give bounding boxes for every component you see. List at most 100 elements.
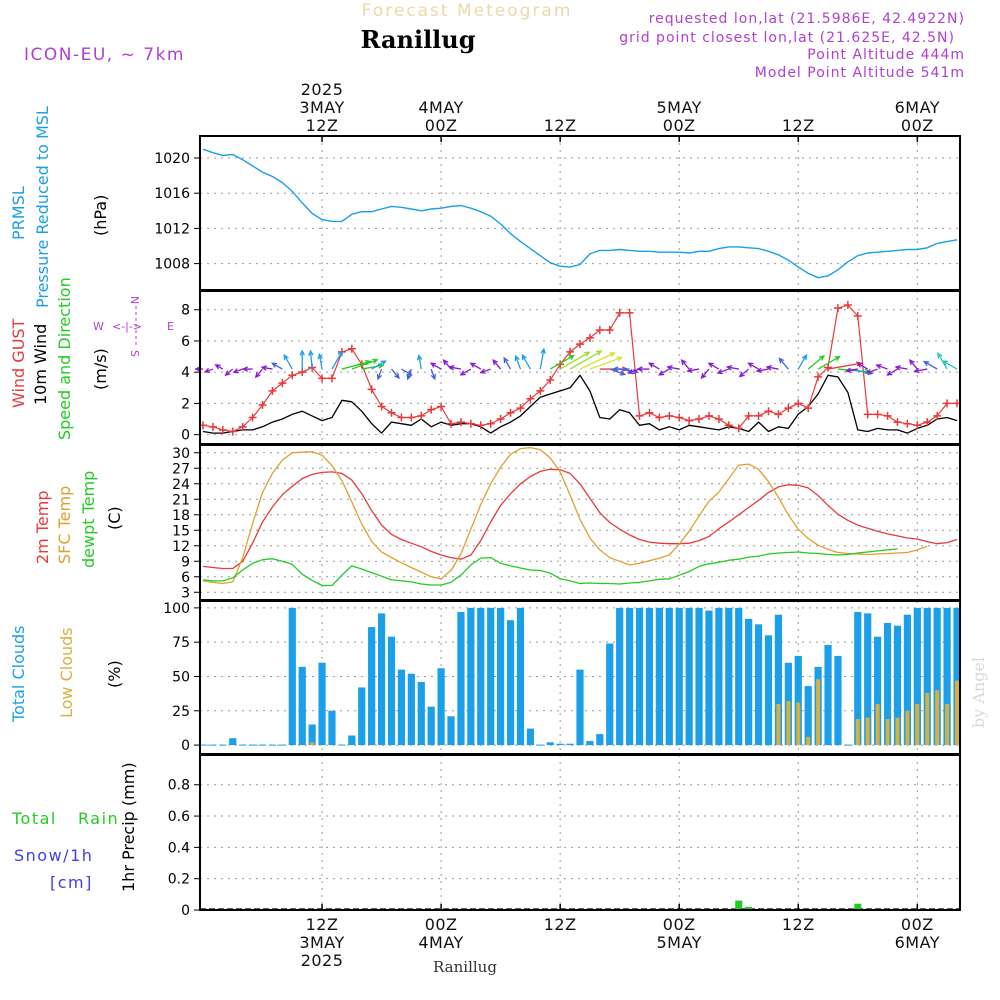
snow-label: Snow/1h: [14, 846, 93, 865]
y-tick-label: 6: [181, 570, 190, 586]
precip-labels: Total Rain Snow/1h [cm] 1hr Precip (mm): [11, 762, 138, 892]
gust-marker: [407, 413, 416, 422]
total-cloud-bar: [437, 668, 445, 746]
gust-marker: [546, 375, 555, 384]
wind-direction-arrow: [241, 366, 253, 372]
total-cloud-bar: [219, 744, 227, 746]
total-cloud-bar: [556, 743, 564, 746]
total-cloud-bar: [239, 744, 247, 746]
low-cloud-bar: [816, 679, 821, 746]
gust-marker: [427, 405, 436, 414]
wind-direction-arrow: [579, 352, 616, 370]
top-date-label: 00Z: [663, 116, 696, 135]
gust-marker: [218, 425, 227, 434]
wind-direction-arrow: [539, 347, 546, 370]
gust-marker: [635, 411, 644, 420]
gust-marker: [516, 404, 525, 413]
bottom-date-label: 4MAY: [418, 933, 463, 952]
total-cloud-bar: [536, 744, 544, 746]
gust-marker: [853, 311, 862, 320]
gust-marker: [318, 374, 327, 383]
y-tick-label: 50: [172, 669, 190, 685]
gust-marker: [655, 413, 664, 422]
gust-marker: [397, 413, 406, 422]
gust-marker: [724, 421, 733, 430]
total-cloud-bar: [199, 744, 207, 746]
wind-direction-arrow: [725, 365, 739, 371]
y-tick-label: 100: [163, 601, 190, 617]
y-tick-label: 30: [172, 446, 190, 462]
rain-label: Rain: [78, 809, 119, 828]
bottom-date-label: 00Z: [663, 915, 696, 934]
wind-direction-arrow: [657, 368, 670, 376]
wind-direction-arrow: [913, 367, 928, 374]
total-cloud-bar: [695, 607, 703, 746]
gust-marker: [774, 410, 783, 419]
low-cloud-bar: [796, 702, 801, 746]
gust-marker: [863, 410, 872, 419]
snow-unit: [cm]: [50, 873, 93, 892]
wind-direction-arrow: [738, 368, 750, 378]
wind-direction-arrow: [908, 359, 918, 370]
top-date-label: 12Z: [782, 116, 815, 135]
wind-direction-arrow: [707, 362, 720, 370]
bottom-date-label: 12Z: [544, 915, 577, 934]
wind-direction-arrow: [894, 365, 908, 371]
wind-direction-arrow: [283, 353, 293, 370]
gust-marker: [744, 411, 753, 420]
gust-marker: [814, 372, 823, 381]
y-tick-label: 6: [181, 334, 190, 350]
low-cloud-bar: [905, 710, 910, 746]
total-cloud-bar: [933, 607, 941, 746]
gust-marker: [615, 308, 624, 317]
compass-w: W: [93, 320, 104, 333]
total-cloud-bar: [903, 614, 911, 746]
gust-marker: [625, 308, 634, 317]
top-date-label: 5MAY: [656, 98, 701, 117]
gust-marker: [794, 399, 803, 408]
compass-n: N: [128, 296, 141, 304]
total-cloud-bar: [874, 636, 882, 746]
y-tick-label: 18: [172, 508, 190, 524]
total-cloud-bar: [368, 627, 376, 746]
gust-marker: [238, 422, 247, 431]
total-cloud-bar: [249, 744, 257, 746]
low-cloud-bar: [855, 719, 860, 746]
total-cloud-bar: [298, 666, 306, 746]
gust-marker: [704, 411, 713, 420]
faded-title: Forecast Meteogram: [362, 1, 573, 21]
gust-marker: [278, 379, 287, 388]
top-date-label: 4MAY: [418, 98, 463, 117]
top-date-label: 6MAY: [895, 98, 940, 117]
gust-marker: [387, 408, 396, 417]
wind-direction-arrow: [589, 356, 623, 370]
total-cloud-bar: [943, 607, 951, 746]
precip-unit: 1hr Precip (mm): [119, 762, 138, 892]
gust-marker: [466, 419, 475, 428]
gust-marker: [536, 386, 545, 395]
gust-marker: [873, 410, 882, 419]
wind-direction-arrow: [254, 368, 264, 379]
y-tick-label: 75: [172, 635, 190, 651]
wind-direction-arrow: [224, 368, 234, 377]
gust-marker: [566, 347, 575, 356]
total-cloud-bar: [824, 644, 832, 746]
total-cloud-bar: [596, 734, 604, 746]
wind-direction-arrow: [351, 358, 379, 370]
bottom-date-label: 5MAY: [656, 933, 701, 952]
total-cloud-bar: [626, 607, 634, 746]
low-cloud-bar: [776, 703, 781, 746]
gust-label: Wind GUST: [9, 318, 28, 408]
bottom-date-label: 00Z: [901, 915, 934, 934]
total-cloud-bar: [358, 687, 366, 746]
total-cloud-bar: [675, 607, 683, 746]
gust-marker: [268, 386, 277, 395]
t2m-line: [202, 468, 958, 570]
y-tick-label: 0: [181, 428, 190, 444]
info-block: requested lon,lat (21.5986E, 42.4922N) g…: [619, 11, 964, 81]
total-cloud-bar: [735, 607, 743, 746]
compass-s: S: [128, 350, 141, 357]
total-cloud-bar: [725, 607, 733, 746]
compass-rose: W <-|-> E N S: [93, 296, 174, 357]
